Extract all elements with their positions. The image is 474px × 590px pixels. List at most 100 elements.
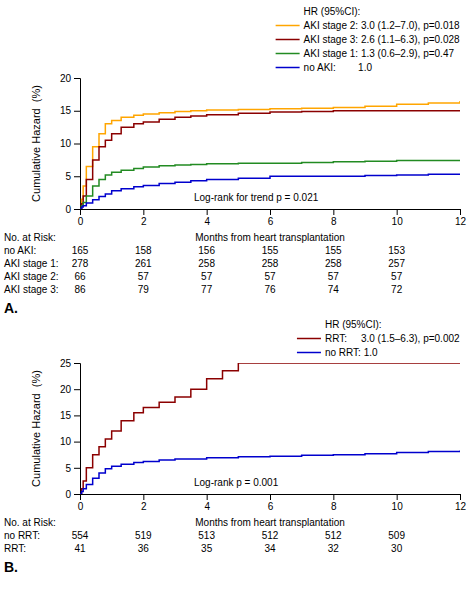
- step-curve: [80, 451, 460, 494]
- panel-label: B.: [4, 559, 18, 575]
- legend-item: AKI stage 2: 3.0 (1.2–7.0), p=0.018: [276, 20, 460, 31]
- risk-row-label: AKI stage 2:: [4, 271, 58, 282]
- y-tick-label: 25: [60, 358, 72, 369]
- y-axis-line: [74, 79, 81, 210]
- x-tick-label: 4: [204, 501, 210, 512]
- risk-value: 35: [201, 543, 213, 554]
- y-tick: 10: [60, 138, 80, 149]
- legend-item: RRT: 3.0 (1.5–6.3), p=0.002: [297, 333, 460, 344]
- legend-swatch: [276, 53, 300, 55]
- x-axis: 0 2 4 6 8 10 12: [78, 209, 467, 227]
- curves: [80, 363, 460, 494]
- x-tick: 12: [455, 209, 467, 227]
- y-tick: 5: [65, 171, 80, 182]
- legend-title: HR (95%CI):: [325, 319, 382, 330]
- x-tick-mark: [270, 494, 271, 500]
- x-tick-label: 10: [392, 501, 404, 512]
- y-tick-label: 15: [60, 105, 72, 116]
- legend-swatch: [276, 67, 300, 69]
- x-tick-label: 2: [141, 501, 147, 512]
- x-tick: 2: [141, 209, 147, 227]
- y-tick-label: 0: [65, 489, 71, 500]
- legend-label: no RRT: 1.0: [325, 347, 378, 358]
- y-tick-label: 0: [65, 204, 71, 215]
- x-tick-label: 12: [455, 216, 467, 227]
- x-axis-title: Months from heart transplantation: [195, 232, 345, 243]
- y-tick-mark: [74, 78, 80, 79]
- risk-value: 57: [328, 271, 340, 282]
- y-tick-mark: [74, 111, 80, 112]
- panel-label: A.: [4, 300, 18, 316]
- x-tick-label: 8: [331, 501, 337, 512]
- y-axis-title: Cumulative Hazard (%): [30, 370, 42, 487]
- legend-swatch: [297, 338, 321, 340]
- risk-value: 155: [325, 245, 342, 256]
- legend-item: no AKI: 1.0: [276, 62, 373, 73]
- legend-item: AKI stage 3: 2.6 (1.1–6.3), p=0.028: [276, 34, 460, 45]
- step-curve: [80, 174, 460, 209]
- legend-swatch: [297, 352, 321, 354]
- x-tick-mark: [270, 209, 271, 215]
- step-curve: [80, 160, 460, 209]
- x-tick-mark: [333, 494, 334, 500]
- x-tick-label: 2: [141, 216, 147, 227]
- risk-value: 66: [74, 271, 86, 282]
- risk-value: 30: [391, 543, 403, 554]
- y-tick-mark: [74, 144, 80, 145]
- x-tick-label: 8: [331, 216, 337, 227]
- y-tick-mark: [74, 415, 80, 416]
- curves: [80, 101, 460, 209]
- risk-table: No. at Risk: Months from heart transplant…: [4, 232, 405, 295]
- y-tick: 0: [65, 204, 80, 215]
- risk-value: 158: [135, 245, 152, 256]
- risk-value: 509: [388, 530, 405, 541]
- x-tick: 12: [455, 494, 467, 512]
- risk-value: 258: [325, 258, 342, 269]
- y-tick: 20: [60, 73, 80, 84]
- x-tick-mark: [207, 494, 208, 500]
- legend-swatch: [276, 39, 300, 41]
- risk-value: 74: [328, 284, 340, 295]
- x-tick: 8: [331, 494, 337, 512]
- panel: 0246810120510152025Cumulative Hazard (%)…: [4, 319, 466, 575]
- risk-value: 76: [264, 284, 276, 295]
- x-tick: 2: [141, 494, 147, 512]
- risk-value: 258: [262, 258, 279, 269]
- x-tick-mark: [143, 209, 144, 215]
- risk-value: 554: [72, 530, 89, 541]
- risk-row-label: no AKI:: [4, 245, 36, 256]
- x-axis: 024681012: [78, 494, 467, 512]
- x-tick-mark: [460, 494, 461, 500]
- risk-value: 36: [138, 543, 150, 554]
- x-axis-title: Months from heart transplantation: [195, 517, 345, 528]
- legend-label: AKI stage 2: 3.0 (1.2–7.0), p=0.018: [304, 20, 460, 31]
- y-axis: 0510152025: [60, 358, 81, 500]
- risk-value: 512: [325, 530, 342, 541]
- risk-value: 79: [138, 284, 150, 295]
- x-tick: 0: [78, 494, 84, 512]
- x-tick-label: 0: [78, 216, 84, 227]
- x-tick: 0: [78, 209, 84, 227]
- x-tick: 10: [392, 209, 404, 227]
- x-tick: 4: [204, 209, 210, 227]
- y-tick: 15: [60, 105, 80, 116]
- annotation: Log-rank for trend p = 0.021: [194, 192, 319, 203]
- y-tick-label: 20: [60, 384, 72, 395]
- risk-value: 512: [262, 530, 279, 541]
- x-tick-label: 10: [392, 216, 404, 227]
- risk-value: 34: [264, 543, 276, 554]
- legend-item: AKI stage 1: 1.3 (0.6–2.9), p=0.47: [276, 48, 455, 59]
- x-tick-label: 12: [455, 501, 467, 512]
- x-tick-mark: [397, 209, 398, 215]
- risk-value: 258: [198, 258, 215, 269]
- legend-label: AKI stage 3: 2.6 (1.1–6.3), p=0.028: [304, 34, 460, 45]
- x-tick: 6: [268, 209, 274, 227]
- risk-value: 32: [328, 543, 340, 554]
- x-tick-mark: [143, 494, 144, 500]
- risk-header: No. at Risk:: [4, 232, 56, 243]
- y-axis-title: Cumulative Hazard (%): [30, 85, 42, 202]
- y-tick-mark: [74, 209, 80, 210]
- y-tick: 15: [60, 410, 80, 421]
- y-tick-label: 20: [60, 73, 72, 84]
- legend-label: AKI stage 1: 1.3 (0.6–2.9), p=0.47: [304, 48, 455, 59]
